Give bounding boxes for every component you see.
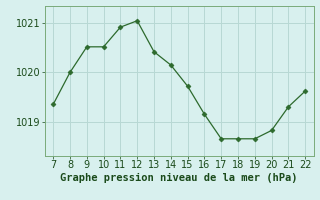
X-axis label: Graphe pression niveau de la mer (hPa): Graphe pression niveau de la mer (hPa) — [60, 173, 298, 183]
